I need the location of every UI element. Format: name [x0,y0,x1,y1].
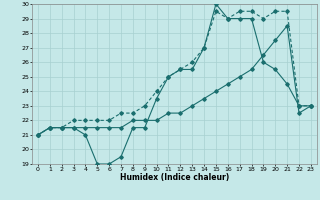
X-axis label: Humidex (Indice chaleur): Humidex (Indice chaleur) [120,173,229,182]
